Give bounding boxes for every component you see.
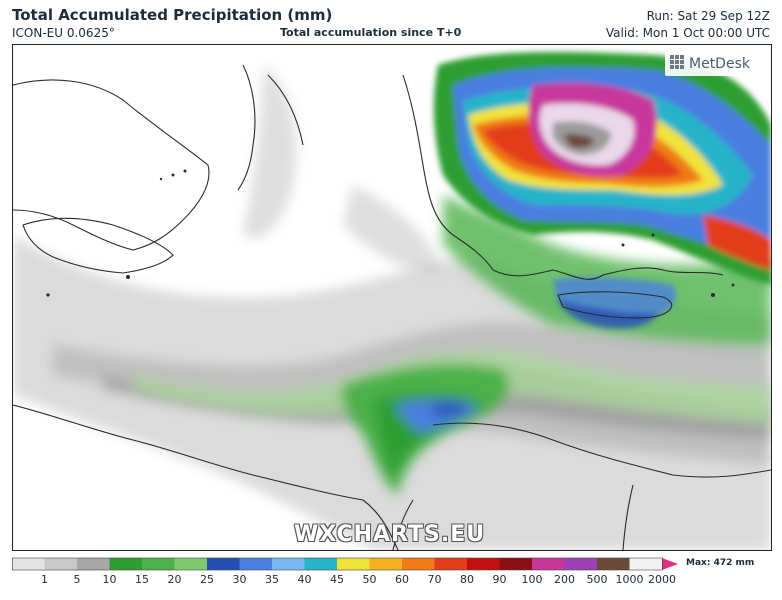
coastlines: [13, 64, 771, 550]
tick-label: 5: [73, 573, 81, 586]
tick-label: 10: [102, 573, 117, 586]
coastline-calabria: [237, 64, 256, 191]
color-swatch: [109, 558, 143, 570]
tick-label: 30: [232, 573, 247, 586]
tick-label: 60: [395, 573, 409, 586]
coastline-cyrenaica-egypt: [432, 422, 771, 478]
color-swatch: [369, 558, 403, 570]
map-subtitle: Total accumulation since T+0: [280, 26, 462, 39]
color-swatch: [304, 558, 338, 570]
tick-label: 1000: [615, 573, 644, 586]
tick-label: 25: [200, 573, 214, 586]
color-swatch: [207, 558, 240, 570]
metdesk-grid-icon: [669, 54, 685, 74]
color-scale: Max: 472 mm 1 5 10 15 20 25 30 35 40 45 50 60 70 80 90…: [12, 557, 772, 597]
tick-label: 15: [135, 573, 149, 586]
tick-label: 70: [427, 573, 442, 586]
color-swatch: [272, 558, 305, 570]
tick-label: 100: [521, 573, 543, 586]
color-swatch: [434, 558, 468, 570]
valid-time: Valid: Mon 1 Oct 00:00 UTC: [605, 26, 770, 40]
coastline-albania-greece: [402, 74, 494, 271]
map-canvas: [13, 45, 771, 550]
metdesk-logo-text: MetDesk: [689, 56, 750, 72]
islands: [46, 169, 735, 297]
model-label: ICON-EU 0.0625°: [12, 26, 115, 40]
max-arrow-icon: [662, 558, 678, 570]
tick-label: 80: [460, 573, 474, 586]
color-swatch: [142, 558, 175, 570]
color-swatch: [44, 558, 78, 570]
color-bar: [12, 557, 678, 571]
run-time: Run: Sat 29 Sep 12Z: [646, 9, 770, 23]
color-swatch: [239, 558, 273, 570]
coastline-crete: [557, 291, 673, 319]
metdesk-logo: MetDesk: [665, 52, 765, 76]
coastline-apulia: [267, 74, 304, 146]
precipitation-map[interactable]: [12, 44, 772, 551]
coastline-peloponnese: [492, 267, 724, 280]
color-swatch: [337, 558, 370, 570]
tick-label: 500: [586, 573, 608, 586]
tick-label: 1: [41, 573, 48, 586]
border-libya-egypt: [622, 484, 634, 550]
color-swatch: [629, 558, 663, 570]
tick-label: 45: [330, 573, 344, 586]
color-swatch: [402, 558, 435, 570]
coastline-sicily: [22, 217, 174, 274]
color-swatch: [564, 558, 598, 570]
tick-label: 40: [297, 573, 312, 586]
color-swatch: [77, 558, 110, 570]
coastline-libya: [13, 404, 399, 550]
max-label: Max: 472 mm: [686, 558, 755, 568]
tick-label: 20: [167, 573, 182, 586]
heavy-rain-greece: [433, 52, 771, 329]
color-swatch: [532, 558, 565, 570]
color-swatch: [174, 558, 208, 570]
tick-label: 200: [554, 573, 575, 586]
tick-label: 2000: [648, 573, 676, 586]
tick-label: 90: [492, 573, 507, 586]
color-swatch: [499, 558, 533, 570]
color-swatch: [597, 558, 630, 570]
tick-label: 50: [362, 573, 377, 586]
tick-label: 35: [265, 573, 279, 586]
color-swatch: [467, 558, 500, 570]
color-scale-ticks: 1 5 10 15 20 25 30 35 40 45 50 60 70 80 90 100 200 500 100…: [12, 573, 676, 589]
map-title: Total Accumulated Precipitation (mm): [12, 6, 333, 24]
color-swatch: [12, 558, 45, 570]
coastline-italy-south: [13, 79, 210, 251]
coastline-gulf-sirte: [392, 499, 414, 550]
watermark: WXCHARTS.EU: [294, 522, 486, 547]
